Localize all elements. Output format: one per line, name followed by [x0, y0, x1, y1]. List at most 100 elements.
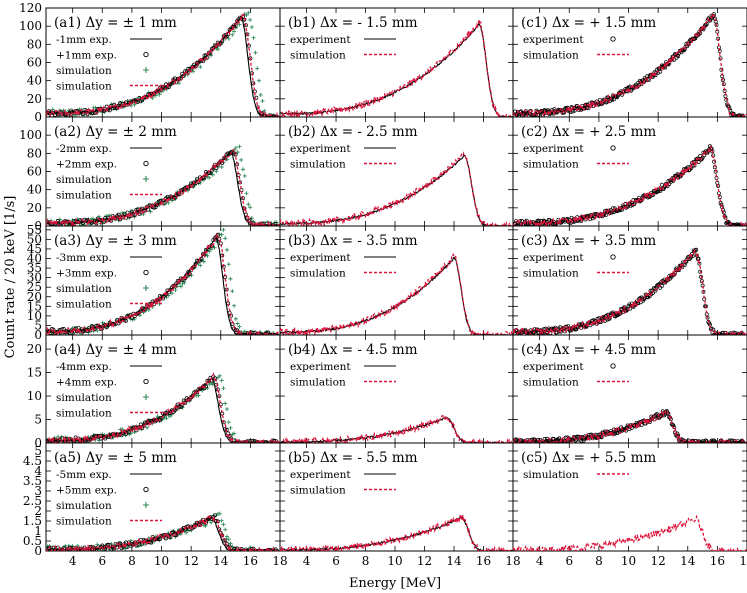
legend-swatch-plus [143, 285, 149, 291]
sim-green-mark [208, 520, 213, 525]
sim-green-mark [226, 420, 231, 425]
exp-circle-mark [542, 219, 547, 224]
sim-green-mark [253, 441, 258, 443]
legend-label-a4: simulation [56, 392, 112, 404]
legend-swatch-circle [610, 36, 616, 42]
sim-green-mark [217, 511, 222, 516]
y-tick-label-a2: 100 [19, 128, 42, 142]
panel-b4: (b4) Δx = - 4.5 mm experiment simulation [279, 334, 514, 444]
sim-green-mark [191, 69, 196, 74]
sim-red-line [280, 151, 513, 226]
x-tick-label-b5: 14 [446, 554, 462, 568]
legend-label-a3: -3mm exp. [56, 252, 112, 264]
x-tick-label-c5: 10 [621, 554, 636, 568]
legend-label-a4: -4mm exp. [56, 361, 112, 373]
legend-label-c2: experiment [523, 143, 584, 155]
exp-circle-mark [261, 549, 266, 551]
series-group-b1 [280, 19, 513, 117]
panel-title-a1: (a1) Δy = ± 1 mm [54, 15, 177, 31]
x-tick-label-a5: 4 [69, 554, 77, 568]
exp-circle-mark [585, 214, 589, 219]
legend-label-b4: simulation [290, 377, 346, 389]
legend-label-b5: simulation [290, 485, 346, 497]
panel-title-a2: (a2) Δy = ± 2 mm [54, 124, 177, 140]
y-tick-label-a1: 60 [27, 56, 42, 70]
legend-label-a4: simulation [56, 408, 112, 420]
sim-green-mark [212, 245, 217, 250]
exp-circle-mark [263, 549, 268, 551]
series-group-c4 [513, 409, 747, 443]
sim-red-line [280, 413, 513, 443]
sim-green-mark [145, 425, 150, 430]
y-tick-label-a4: 10 [27, 389, 42, 403]
sim-green-mark [258, 92, 263, 97]
panel-c2: (c2) Δx = + 2.5 mm experiment simulation [512, 116, 747, 227]
sim-green-mark [262, 108, 267, 113]
plot-frame-c5 [512, 442, 747, 552]
exp-circle-mark [569, 105, 574, 110]
y-tick-label-a4: 20 [27, 342, 42, 356]
y-tick-label-a3: 35 [27, 261, 42, 275]
sim-green-mark [235, 150, 240, 155]
panel-title-c4: (c4) Δx = + 4.5 mm [521, 342, 656, 358]
legend-label-a5: -5mm exp. [56, 469, 112, 481]
legend-label-c3: simulation [523, 268, 579, 280]
exp-circle-mark [711, 327, 716, 332]
series-group-c2 [513, 144, 747, 226]
exp-circle-mark [598, 434, 603, 439]
sim-green-mark [248, 17, 253, 22]
sim-green-mark [223, 527, 228, 532]
legend-swatch-circle [143, 486, 149, 493]
y-tick-label-a3: 30 [27, 271, 42, 285]
sim-green-mark [210, 172, 215, 177]
sim-red-line [513, 409, 747, 443]
legend-label-a2: +2mm exp. [56, 159, 117, 171]
sim-green-mark [221, 227, 226, 232]
legend-label-a2: simulation [56, 174, 112, 186]
sim-green-mark [129, 431, 134, 436]
sim-green-mark [232, 29, 237, 34]
legend-label-a4: +4mm exp. [56, 377, 117, 389]
y-tick-label-a1: 40 [27, 74, 42, 88]
sim-green-mark [256, 78, 261, 83]
legend-label-a5: +5mm exp. [56, 485, 117, 497]
legend-swatch-circle [143, 160, 149, 167]
sim-red-line [46, 11, 280, 117]
legend-label-a2: -2mm exp. [56, 143, 112, 155]
series-group-b4 [280, 413, 513, 443]
x-tick-label-a5: 8 [128, 554, 136, 568]
exp-circle-mark [536, 218, 541, 223]
legend-label-c2: simulation [523, 159, 579, 171]
sim-green-mark [224, 247, 229, 252]
x-tick-label-b5: 18 [505, 554, 520, 568]
y-tick-label-a5: 5 [34, 444, 42, 458]
sim-green-mark [246, 10, 251, 15]
panel-title-a3: (a3) Δy = ± 3 mm [54, 233, 177, 249]
sim-green-mark [219, 378, 224, 383]
exp-circle-mark [616, 91, 621, 96]
exp-circle-mark [727, 106, 732, 111]
sim-green-mark [244, 191, 249, 196]
sim-green-mark [239, 157, 244, 162]
panel-title-b5: (b5) Δx = - 5.5 mm [288, 450, 418, 466]
sim-green-mark [223, 236, 228, 241]
sim-green-mark [226, 262, 231, 267]
x-tick-label-b5: 6 [332, 554, 340, 568]
y-tick-label-a4: 0 [34, 436, 42, 450]
legend-label-b3: experiment [290, 252, 351, 264]
legend-swatch-circle [610, 145, 616, 151]
sim-red-line [513, 13, 747, 117]
series-group-a4 [46, 372, 280, 443]
x-axis-label: Energy [MeV] [349, 576, 441, 591]
sim-red-line [46, 515, 280, 551]
sim-green-mark [166, 200, 171, 205]
sim-green-mark [233, 145, 238, 150]
sim-green-mark [56, 434, 61, 439]
legend-swatch-plus [143, 394, 149, 400]
x-tick-label-b5: 10 [387, 554, 402, 568]
y-tick-label-a5: 4.5 [23, 454, 42, 468]
sim-green-mark [82, 223, 87, 226]
x-tick-label-a5: 18 [272, 554, 287, 568]
y-tick-label-a1: 20 [27, 92, 42, 106]
series-group-c1 [513, 12, 747, 117]
